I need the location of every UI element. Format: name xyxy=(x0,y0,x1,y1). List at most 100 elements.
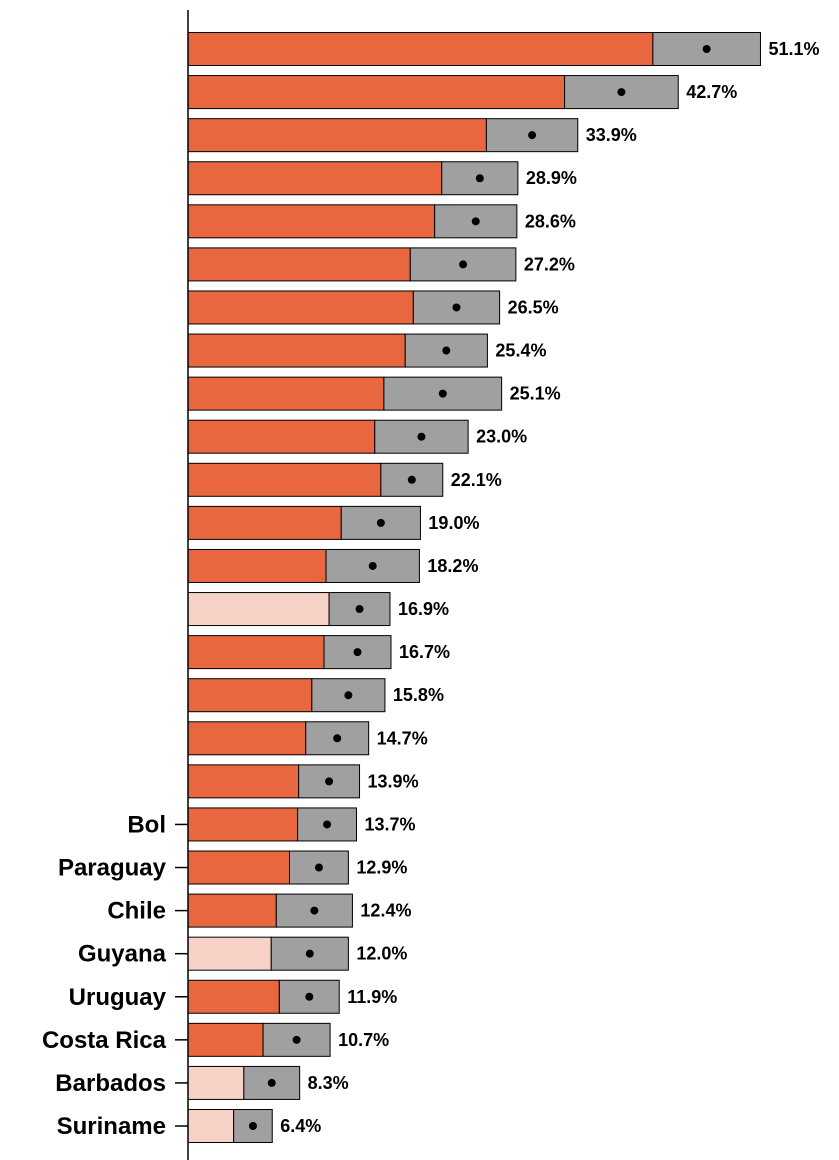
point-estimate-marker xyxy=(452,303,461,312)
bar-row xyxy=(187,419,469,454)
data-label: 25.4% xyxy=(495,341,546,361)
data-label: 10.7% xyxy=(338,1030,389,1050)
category-label: Chile xyxy=(107,898,166,925)
point-estimate-marker xyxy=(355,605,364,614)
bar-row xyxy=(187,807,357,842)
data-label: 25.1% xyxy=(510,384,561,404)
data-label: 12.4% xyxy=(360,901,411,921)
bar-row xyxy=(187,1022,331,1057)
point-estimate-marker xyxy=(459,260,468,269)
bar-row xyxy=(187,376,503,411)
confidence-interval xyxy=(323,635,392,670)
point-estimate-marker xyxy=(344,691,353,700)
point-estimate-marker xyxy=(310,906,319,915)
data-label: 22.1% xyxy=(451,470,502,490)
point-estimate-marker xyxy=(368,561,377,570)
data-label: 15.8% xyxy=(393,685,444,705)
point-estimate-marker xyxy=(248,1122,257,1130)
bar xyxy=(187,678,313,713)
data-label: 23.0% xyxy=(476,427,527,447)
data-label: 16.9% xyxy=(398,599,449,619)
labels-layer: 51.1% 42.7% 33.9% 28.9% 28.6% 27.2% 26.5% 25.4%… xyxy=(42,39,820,1140)
bar-row xyxy=(187,462,444,497)
point-estimate-marker xyxy=(528,131,537,140)
bar xyxy=(187,721,307,756)
bar xyxy=(187,1109,235,1143)
bar-row xyxy=(187,32,761,66)
category-label: Suriname xyxy=(57,1113,166,1140)
data-label: 19.0% xyxy=(428,513,479,533)
category-label: Costa Rica xyxy=(42,1027,167,1054)
bar-row xyxy=(187,721,370,756)
point-estimate-marker xyxy=(305,949,314,958)
bar xyxy=(187,1022,264,1057)
category-label: Barbados xyxy=(55,1070,166,1097)
point-estimate-marker xyxy=(323,820,332,829)
point-estimate-marker xyxy=(702,45,711,53)
data-label: 27.2% xyxy=(524,254,575,274)
bar xyxy=(187,161,443,196)
bar xyxy=(187,893,277,928)
bar-row xyxy=(187,893,353,928)
data-label: 12.9% xyxy=(356,858,407,878)
confidence-interval xyxy=(243,1065,301,1100)
data-label: 28.9% xyxy=(526,168,577,188)
bar xyxy=(187,204,436,239)
bar xyxy=(187,505,342,540)
point-estimate-marker xyxy=(267,1078,276,1087)
point-estimate-marker xyxy=(376,518,385,527)
bar-row xyxy=(187,75,679,110)
confidence-interval xyxy=(404,333,488,368)
bar-row xyxy=(187,764,361,799)
data-label: 28.6% xyxy=(525,211,576,231)
bar-row xyxy=(187,678,386,713)
bar xyxy=(187,850,290,885)
confidence-interval xyxy=(270,936,349,971)
axis-layer xyxy=(175,10,189,1160)
category-label: Uruguay xyxy=(69,984,167,1011)
bar-row xyxy=(187,592,391,627)
data-label: 14.7% xyxy=(377,728,428,748)
point-estimate-marker xyxy=(333,734,342,743)
bar-row xyxy=(187,505,421,540)
data-label: 33.9% xyxy=(586,125,637,145)
point-estimate-marker xyxy=(292,1035,301,1044)
bar-row xyxy=(187,635,392,670)
bar xyxy=(187,247,411,282)
bar xyxy=(187,1065,245,1100)
bar xyxy=(187,75,566,110)
data-label: 16.7% xyxy=(399,642,450,662)
point-estimate-marker xyxy=(314,863,323,872)
point-estimate-marker xyxy=(305,992,314,1001)
point-estimate-marker xyxy=(407,475,416,484)
category-label: Guyana xyxy=(78,941,167,968)
point-estimate-marker xyxy=(438,389,447,398)
bar-row xyxy=(187,333,488,368)
bar-row xyxy=(187,247,517,282)
bar-row xyxy=(187,290,501,325)
bar xyxy=(187,548,327,583)
point-estimate-marker xyxy=(353,648,362,657)
data-label: 12.0% xyxy=(356,944,407,964)
data-label: 26.5% xyxy=(508,297,559,317)
bar xyxy=(187,333,406,368)
bar xyxy=(187,419,376,454)
point-estimate-marker xyxy=(325,777,334,786)
point-estimate-marker xyxy=(471,217,480,226)
data-label: 6.4% xyxy=(280,1116,321,1136)
bar-row xyxy=(187,548,420,583)
bar-row xyxy=(187,936,349,971)
category-label: Paraguay xyxy=(58,855,167,882)
bar xyxy=(187,118,487,153)
point-estimate-marker xyxy=(442,346,451,355)
bar-row xyxy=(187,204,518,239)
bar-row xyxy=(187,161,519,196)
bar xyxy=(187,462,382,497)
bar xyxy=(187,592,330,627)
point-estimate-marker xyxy=(417,432,426,441)
data-label: 42.7% xyxy=(686,82,737,102)
bar-row xyxy=(187,1065,301,1100)
bar-row xyxy=(187,1109,273,1143)
confidence-interval xyxy=(328,592,391,627)
